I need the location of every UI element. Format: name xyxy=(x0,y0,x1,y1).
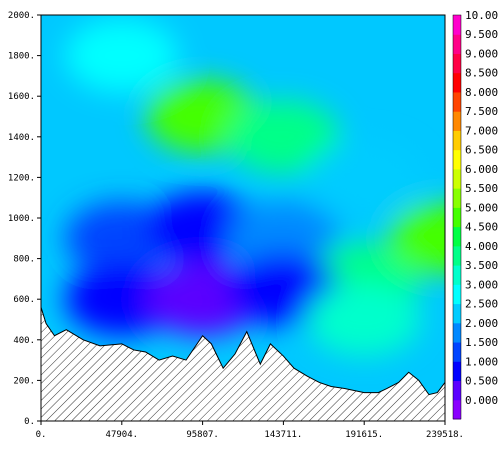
colorbar-frame xyxy=(452,14,462,420)
x-tick-label: 47904. xyxy=(106,430,139,440)
colorbar-label: 3.000 xyxy=(465,278,498,291)
axes: 0. 47904. 95807. 143711. 191615. 239518. 0. 200… xyxy=(8,11,464,440)
colorbar-label: 9.500 xyxy=(465,28,498,41)
colorbar-swatch xyxy=(453,361,461,382)
x-tick-label: 95807. xyxy=(186,430,219,440)
y-tick-label: 1400. xyxy=(8,133,35,143)
colorbar-swatch xyxy=(453,34,461,54)
colorbar-swatch xyxy=(453,303,461,324)
y-tick-label: 2000. xyxy=(8,11,35,21)
x-tick-label: 143711. xyxy=(264,430,302,440)
terrain-shape xyxy=(41,307,445,421)
colorbar-swatch xyxy=(453,322,461,343)
field-sample xyxy=(226,100,340,174)
colorbar-label: 7.500 xyxy=(465,105,498,118)
colorbar-label: 5.500 xyxy=(465,182,498,195)
field-blobs xyxy=(65,19,445,357)
y-tick-label: 200. xyxy=(13,376,35,386)
colorbar-swatch xyxy=(453,72,461,93)
colorbar-swatch xyxy=(453,188,461,208)
y-tick-label: 1000. xyxy=(8,214,35,224)
colorbar-swatch xyxy=(453,111,461,131)
colorbar: 0.000 0.500 1.000 1.500 2.000 2.500 3.000 3.500… xyxy=(452,9,498,420)
terrain-area xyxy=(41,307,445,421)
colorbar-swatch xyxy=(453,207,461,228)
colorbar-label: 5.000 xyxy=(465,201,498,214)
y-tick-label: 0. xyxy=(24,417,35,427)
y-tick-label: 800. xyxy=(13,255,35,265)
y-tick-label: 1800. xyxy=(8,52,35,62)
y-tick-label: 1600. xyxy=(8,92,35,102)
colorbar-label: 2.500 xyxy=(465,298,498,311)
colorbar-swatch xyxy=(453,380,461,401)
field-sample xyxy=(65,19,179,93)
colorbar-label: 1.500 xyxy=(465,336,498,349)
colorbar-swatch xyxy=(453,53,461,74)
colorbar-label: 3.500 xyxy=(465,259,498,272)
colorbar-swatch xyxy=(453,15,461,35)
colorbar-label: 4.000 xyxy=(465,240,498,253)
colorbar-label: 6.500 xyxy=(465,144,498,157)
colorbar-label: 4.500 xyxy=(465,221,498,234)
colorbar-swatch xyxy=(453,245,461,266)
colorbar-label: 0.000 xyxy=(465,394,498,407)
colorbar-label: 1.000 xyxy=(465,355,498,368)
colorbar-label: 10.00 xyxy=(465,9,498,22)
colorbar-swatch xyxy=(453,149,461,170)
colorbar-label: 6.000 xyxy=(465,163,498,176)
colorbar-swatch xyxy=(453,342,461,362)
field-sample xyxy=(307,282,421,357)
colorbar-swatch xyxy=(453,226,461,247)
colorbar-label: 7.000 xyxy=(465,124,498,137)
x-tick-label: 0. xyxy=(36,430,47,440)
colorbar-swatch xyxy=(453,284,461,305)
field-sample xyxy=(388,201,445,275)
colorbar-swatch xyxy=(453,399,461,420)
colorbar-swatch xyxy=(453,91,461,112)
colorbar-swatch xyxy=(453,168,461,189)
colorbar-label: 0.500 xyxy=(465,375,498,388)
colorbar-label: 9.000 xyxy=(465,47,498,60)
colorbar-swatch xyxy=(453,130,461,151)
field-sample xyxy=(307,140,421,214)
y-tick-label: 1200. xyxy=(8,173,35,183)
plot-area xyxy=(41,15,445,421)
colorbar-label: 8.000 xyxy=(465,86,498,99)
field-sample xyxy=(65,262,179,336)
y-tick-label: 600. xyxy=(13,295,35,305)
colorbar-label: 2.000 xyxy=(465,317,498,330)
colorbar-swatch xyxy=(453,265,461,285)
y-tick-label: 400. xyxy=(13,336,35,346)
x-tick-label: 239518. xyxy=(426,430,464,440)
x-tick-label: 191615. xyxy=(345,430,383,440)
colorbar-label: 8.500 xyxy=(465,67,498,80)
field-sample xyxy=(226,201,340,275)
